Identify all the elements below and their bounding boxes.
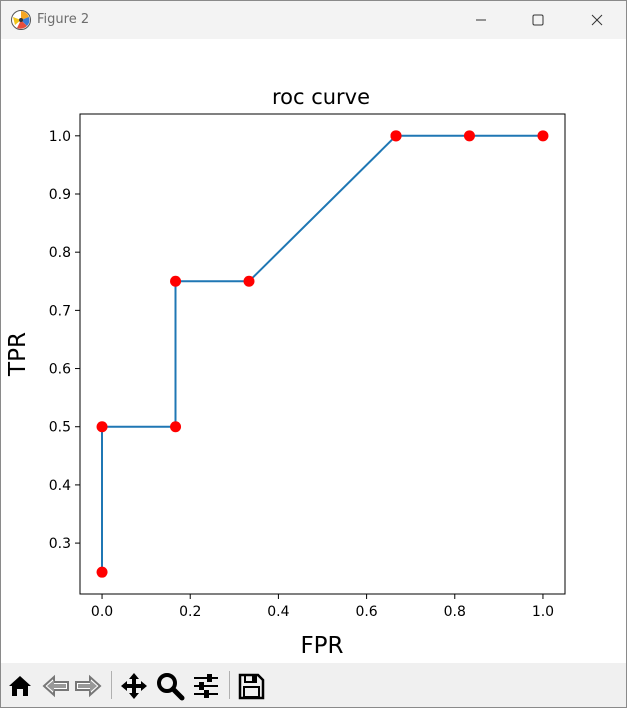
x-tick-label: 0.8	[444, 604, 466, 620]
y-tick-label: 0.8	[49, 245, 71, 261]
matplotlib-logo-icon	[10, 9, 32, 31]
roc-point	[96, 421, 108, 433]
forward-button[interactable]	[73, 671, 103, 701]
save-button[interactable]	[236, 671, 266, 701]
x-axis-ticks: 0.0 0.2 0.4 0.6 0.8 1.0	[91, 594, 554, 620]
toolbar-separator	[229, 671, 230, 699]
x-tick-label: 0.0	[91, 604, 113, 620]
save-icon	[238, 673, 265, 700]
window-title: Figure 2	[37, 12, 90, 27]
y-tick-label: 1.0	[49, 129, 71, 145]
roc-point	[390, 130, 402, 142]
y-axis-ticks: 0.3 0.4 0.5 0.6 0.7 0.8 0.9 1.0	[49, 129, 80, 552]
close-button[interactable]	[568, 1, 626, 39]
zoom-button[interactable]	[155, 671, 185, 701]
roc-point	[170, 275, 182, 287]
y-tick-label: 0.6	[49, 362, 71, 378]
back-arrow-icon	[42, 674, 69, 698]
figure-canvas[interactable]: roc curve 0.0 0.2 0.4 0.6 0.8 1.0 0.3 0.4 0.5 0.…	[1, 39, 626, 663]
y-tick-label: 0.4	[49, 478, 71, 494]
roc-point	[96, 566, 108, 578]
forward-arrow-icon	[75, 674, 102, 698]
roc-point	[170, 421, 182, 433]
pan-icon	[121, 673, 147, 699]
minimize-icon	[476, 19, 486, 21]
chart-title: roc curve	[272, 85, 370, 109]
home-icon	[9, 676, 31, 696]
x-tick-label: 0.6	[355, 604, 377, 620]
plot-area	[79, 113, 566, 595]
home-button[interactable]	[5, 671, 35, 701]
y-tick-label: 0.7	[49, 303, 71, 319]
x-tick-label: 1.0	[532, 604, 554, 620]
roc-point	[537, 130, 549, 142]
y-tick-label: 0.3	[49, 536, 71, 552]
back-button[interactable]	[41, 671, 71, 701]
x-tick-label: 0.2	[179, 604, 201, 620]
minimize-button[interactable]	[452, 1, 510, 39]
roc-point	[243, 275, 255, 287]
y-tick-label: 0.5	[49, 420, 71, 436]
title-bar[interactable]: Figure 2	[1, 1, 626, 39]
zoom-icon	[157, 673, 185, 701]
maximize-icon	[532, 14, 544, 26]
navigation-toolbar	[1, 663, 626, 707]
toolbar-separator	[111, 671, 112, 699]
y-axis-label: TPR	[5, 332, 31, 377]
maximize-button[interactable]	[509, 1, 567, 39]
x-axis-label: FPR	[300, 633, 343, 659]
roc-series	[96, 130, 549, 578]
y-tick-label: 0.9	[49, 187, 71, 203]
roc-line	[101, 134, 543, 573]
configure-subplots-button[interactable]	[191, 671, 221, 701]
pan-button[interactable]	[119, 671, 149, 701]
x-tick-label: 0.4	[267, 604, 289, 620]
configure-subplots-icon	[194, 674, 218, 698]
close-icon	[591, 14, 603, 26]
roc-chart: roc curve 0.0 0.2 0.4 0.6 0.8 1.0 0.30.40.50.…	[5, 85, 566, 659]
roc-point	[463, 130, 475, 142]
